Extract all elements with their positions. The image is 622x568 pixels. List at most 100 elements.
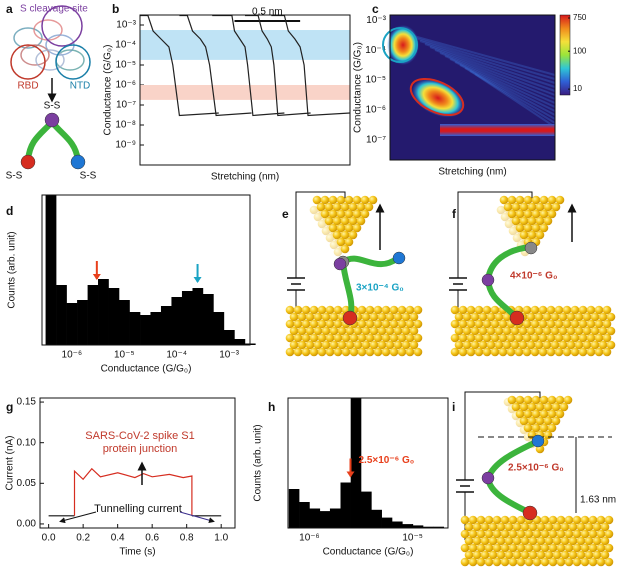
gold-atom [547, 395, 557, 405]
gold-atom [539, 195, 549, 205]
gold-atom [540, 557, 550, 567]
gold-atom [486, 340, 496, 350]
gold-atom [333, 347, 343, 357]
gold-atom [464, 536, 474, 546]
gold-atom [538, 347, 548, 357]
gold-atom [389, 305, 399, 315]
gold-atom [535, 416, 545, 426]
gold-atom [604, 515, 614, 525]
gold-atom [588, 529, 598, 539]
gold-atom [536, 536, 546, 546]
plot-frame [41, 194, 251, 346]
gold-atom [508, 515, 518, 525]
bar [412, 525, 424, 528]
gold-atom [594, 319, 604, 329]
gold-atom [460, 515, 470, 525]
gold-atom [507, 195, 517, 205]
highlight [409, 77, 465, 117]
line-series [245, 14, 311, 117]
gold-atom [548, 515, 558, 525]
gold-atom [472, 522, 482, 532]
gold-atom [522, 305, 532, 315]
gold-atom [539, 423, 549, 433]
gold-atom [325, 333, 335, 343]
gold-atom [516, 529, 526, 539]
gold-atom [401, 326, 411, 336]
gold-atom [450, 319, 460, 329]
gold-atom [393, 312, 403, 322]
plot-frame [287, 397, 449, 529]
gold-atom [297, 312, 307, 322]
gold-atom [560, 522, 570, 532]
gold-atom [460, 557, 470, 567]
panel-label: i [452, 400, 455, 414]
gold-atom [523, 409, 533, 419]
gold-atom [576, 550, 586, 560]
gold-atom [450, 347, 460, 357]
gold-atom [551, 402, 561, 412]
gold-atom [482, 319, 492, 329]
heatmap-floor [440, 124, 555, 136]
gold-atom [472, 550, 482, 560]
gold-atom [539, 223, 549, 233]
gold-atom [532, 529, 542, 539]
gold-atom [328, 209, 338, 219]
gold-atom [576, 536, 586, 546]
gold-atom [324, 202, 334, 212]
gold-atom [530, 305, 540, 315]
gold-atom [544, 536, 554, 546]
y-tick-label: 10⁻⁵ [365, 75, 386, 86]
linker [340, 255, 401, 267]
gold-atom [542, 326, 552, 336]
gold-atom [598, 312, 608, 322]
gold-atom [484, 543, 494, 553]
x-axis-label: Stretching (nm) [438, 167, 506, 178]
y-tick-label: 10⁻³ [366, 15, 386, 26]
x-tick-label: 10⁻⁵ [402, 533, 423, 544]
x-axis-label: Stretching (nm) [211, 172, 279, 183]
bar [56, 285, 67, 345]
gold-atom [329, 312, 339, 322]
colorbar-label: 750 [573, 13, 587, 22]
gold-atom [598, 326, 608, 336]
gold-atom [578, 333, 588, 343]
highlight [382, 27, 418, 63]
gold-atom [494, 312, 504, 322]
band [140, 84, 350, 100]
gold-atom [360, 195, 370, 205]
gold-atom [527, 230, 537, 240]
gold-atom [550, 312, 560, 322]
y-axis-label: Conductance (G/G₀) [353, 42, 364, 133]
gold-atom [540, 529, 550, 539]
bar [66, 303, 78, 345]
gold-atom [413, 347, 423, 357]
gold-atom [344, 209, 354, 219]
gold-atom [381, 305, 391, 315]
gold-atom [369, 312, 379, 322]
gold-atom [527, 402, 537, 412]
conductance-label: 3×10⁻⁴ G₀ [356, 283, 404, 294]
gold-atom [570, 347, 580, 357]
gold-atom [413, 319, 423, 329]
gold-atom [336, 223, 346, 233]
gold-atom [345, 340, 355, 350]
gold-atom [604, 529, 614, 539]
gold-atom [588, 557, 598, 567]
gold-atom [555, 195, 565, 205]
gold-atom [381, 333, 391, 343]
gold-atom [340, 244, 350, 254]
gold-atom [305, 340, 315, 350]
atom [481, 471, 495, 485]
bar [150, 312, 162, 345]
gold-atom [606, 326, 616, 336]
label: NTD [70, 81, 91, 92]
gold-atom [301, 319, 311, 329]
gold-atom [510, 340, 520, 350]
gold-atom [329, 340, 339, 350]
scale-bar-label: 0.5 nm [252, 7, 283, 18]
gold-atom [466, 319, 476, 329]
gold-atom [542, 340, 552, 350]
gold-atom [480, 536, 490, 546]
gold-atom [476, 543, 486, 553]
gold-atom [580, 529, 590, 539]
